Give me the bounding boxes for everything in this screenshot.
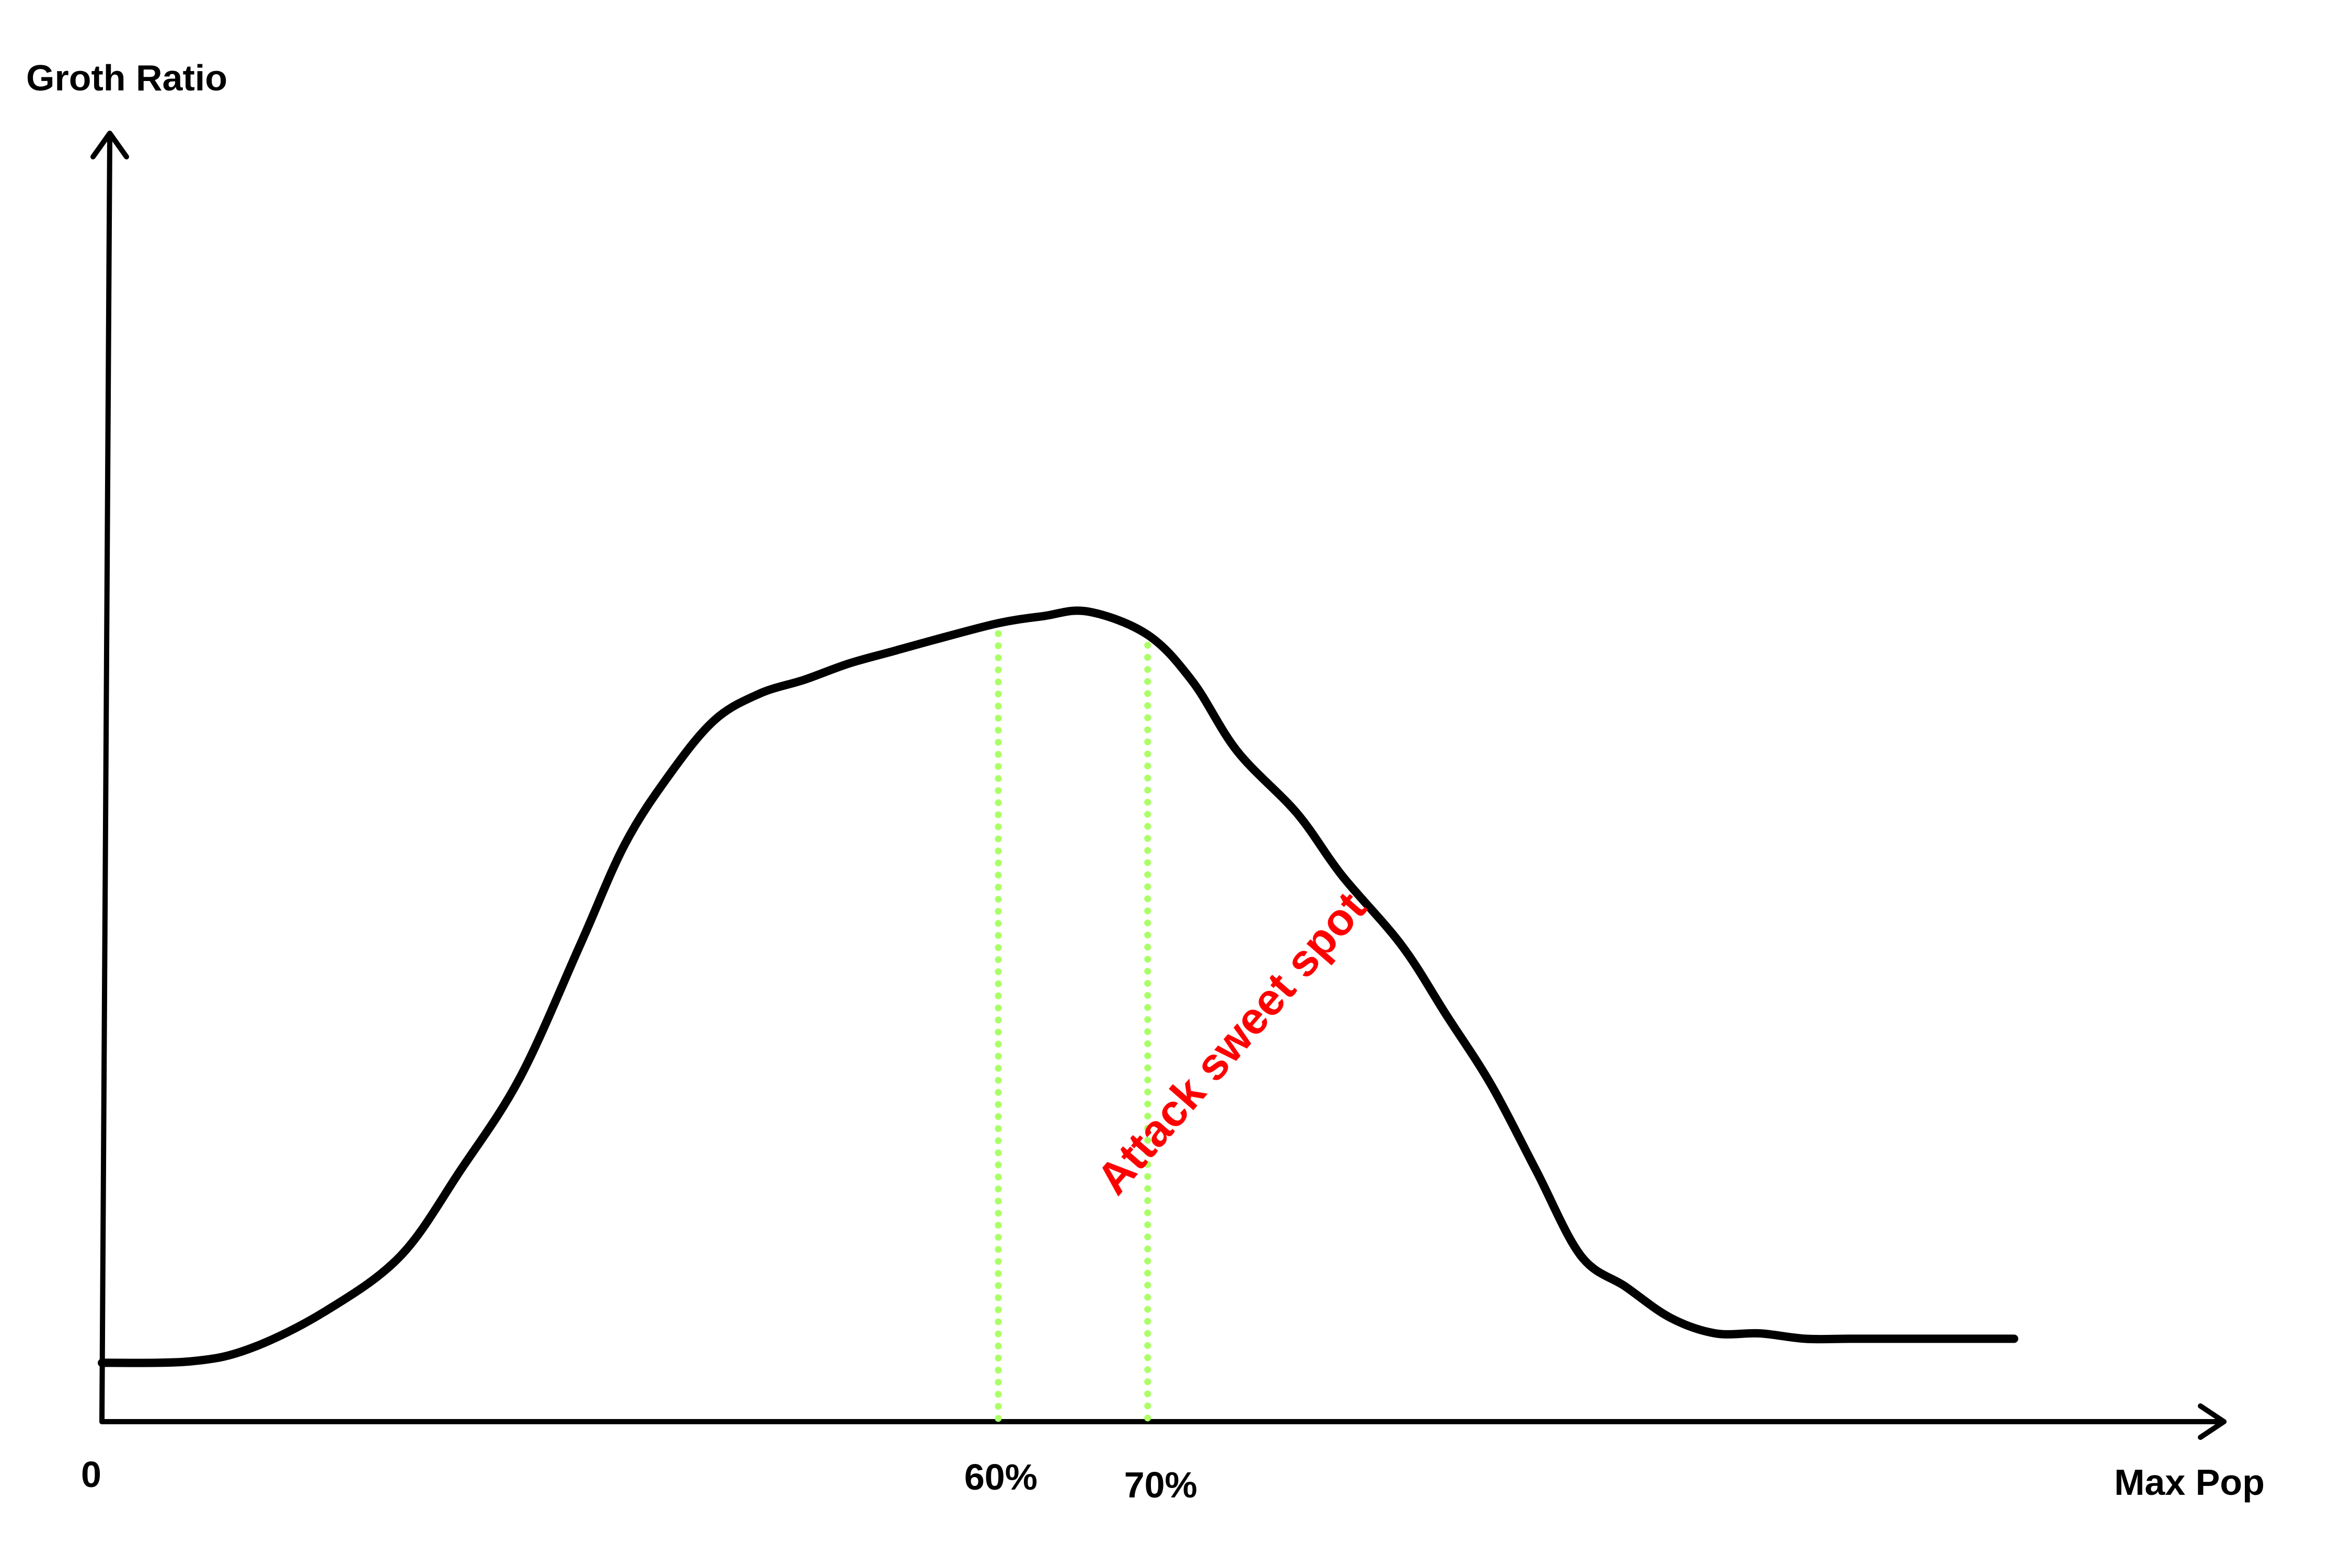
data-point [1234, 748, 1240, 754]
x-axis-label: Max Pop [2114, 1462, 2265, 1503]
x-tick-label: 60% [964, 1457, 1037, 1497]
data-point [1757, 1330, 1763, 1336]
data-point [801, 677, 807, 683]
data-point [1802, 1335, 1808, 1342]
data-point [457, 1167, 464, 1173]
data-point [1294, 810, 1300, 816]
y-axis-arrow-icon [90, 131, 129, 159]
data-point [1189, 678, 1195, 685]
data-point [517, 1074, 523, 1080]
axes [90, 131, 2227, 1440]
data-point [1399, 942, 1405, 949]
data-point [1578, 1253, 1584, 1259]
data-point [1533, 1167, 1539, 1173]
x-tick-label: 70% [1124, 1465, 1197, 1505]
data-point [891, 648, 897, 654]
data-point [1443, 1012, 1449, 1018]
data-point [398, 1253, 404, 1259]
data-point [711, 717, 718, 723]
series-line [98, 606, 2019, 1367]
data-point [188, 1358, 194, 1365]
data-point [1892, 1335, 1898, 1342]
data-point [2011, 1335, 2017, 1342]
data-point [1085, 608, 1091, 615]
data-point [577, 942, 583, 949]
data-point [756, 690, 763, 697]
data-point [936, 636, 942, 642]
x-axis-arrow-icon [2198, 1403, 2227, 1440]
data-point [1145, 632, 1151, 638]
y-axis-label: Groth Ratio [26, 57, 227, 98]
data-point [1040, 613, 1046, 619]
y-axis [99, 136, 112, 1424]
data-point [1847, 1335, 1853, 1342]
data-point [666, 771, 673, 778]
data-point [1981, 1335, 1987, 1342]
data-point [846, 660, 852, 666]
x-tick-label: 0 [81, 1454, 101, 1495]
annotation-attack-sweet-spot: Attack sweet spot [1087, 883, 1376, 1204]
data-point [1339, 872, 1345, 879]
marker-lines [995, 630, 1151, 1425]
data-point [1488, 1082, 1494, 1088]
data-point [99, 1359, 105, 1366]
data-point [323, 1308, 329, 1314]
data-point [1712, 1330, 1719, 1336]
data-point [1667, 1315, 1674, 1321]
x-tick-labels: 0 60% 70% [81, 1454, 1197, 1505]
data-point [1936, 1335, 1943, 1342]
data-points [99, 608, 2017, 1366]
data-point [248, 1345, 255, 1351]
data-point [1622, 1284, 1629, 1290]
data-point [621, 841, 628, 848]
data-point [995, 620, 1001, 626]
